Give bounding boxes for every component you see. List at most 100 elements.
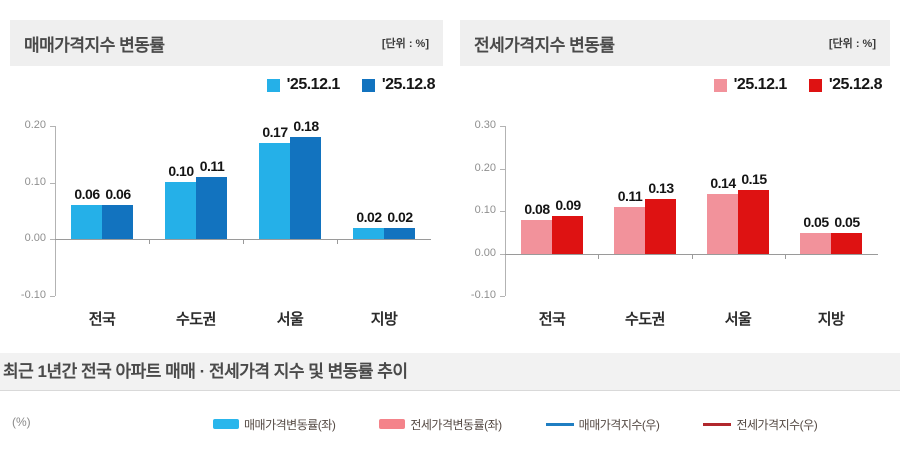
bar-value-label: 0.18	[293, 118, 319, 134]
bar-'25.12.8-서울	[738, 190, 769, 254]
jeonse-chart-header: 전세가격지수 변동률 [단위 : %]	[460, 20, 890, 66]
legend-item: '25.12.8	[361, 76, 436, 94]
line-swatch-icon	[545, 422, 574, 426]
bar-'25.12.1-지방	[800, 233, 831, 254]
bar-value-label: 0.13	[648, 180, 674, 196]
bar-value-label: 0.11	[617, 188, 643, 204]
y-axis-tick	[500, 254, 505, 255]
sale-price-chart-panel: 매매가격지수 변동률 [단위 : %] '25.12.1 '25.12.8 0.2…	[10, 20, 443, 350]
y-axis-tick-label: 0.20	[474, 162, 496, 174]
x-axis-tick	[149, 239, 150, 244]
bar-value-label: 0.09	[555, 197, 581, 213]
x-category-label: 서울	[276, 311, 304, 328]
legend-item: '25.12.1	[266, 76, 341, 94]
y-axis-tick	[500, 169, 505, 170]
x-axis-tick	[692, 254, 693, 259]
sale-chart-header: 매매가격지수 변동률 [단위 : %]	[10, 20, 443, 66]
trend-legend-item: 매매가격지수(우)	[545, 416, 660, 433]
legend-label: '25.12.1	[286, 76, 341, 93]
bar-value-label: 0.11	[199, 158, 225, 174]
y-axis-tick	[50, 296, 55, 297]
bar-'25.12.8-전국	[552, 216, 583, 254]
sale-chart-title: 매매가격지수 변동률	[24, 35, 165, 55]
bar-'25.12.1-수도권	[165, 182, 196, 239]
y-axis-tick-label: 0.30	[474, 119, 496, 131]
bar-'25.12.8-지방	[831, 233, 862, 254]
trend-legend-label: 전세가격변동률(좌)	[410, 417, 502, 432]
trend-legend-label: 매매가격지수(우)	[578, 417, 660, 432]
bar-value-label: 0.05	[834, 214, 860, 230]
y-axis-tick	[50, 239, 55, 240]
trend-legend: 매매가격변동률(좌) 전세가격변동률(좌) 매매가격지수(우) 전세가격지수(우)	[213, 412, 818, 436]
x-category-label: 지방	[370, 311, 398, 328]
x-axis-tick	[785, 254, 786, 259]
y-axis-tick-label: 0.00	[24, 232, 46, 244]
y-axis-line	[505, 126, 506, 296]
x-category-label: 수도권	[625, 311, 665, 328]
legend-swatch-icon	[713, 78, 727, 92]
y-axis-tick-label: 0.10	[24, 176, 46, 188]
x-category-label: 서울	[724, 311, 752, 328]
bar-'25.12.8-서울	[290, 137, 321, 239]
y-axis-tick	[50, 126, 55, 127]
bar-swatch-icon	[213, 419, 239, 429]
bar-'25.12.8-수도권	[645, 199, 676, 254]
bar-value-label: 0.10	[168, 163, 194, 179]
x-axis-baseline	[505, 254, 878, 255]
jeonse-chart-unit-label: [단위 : %]	[828, 38, 876, 50]
trend-legend-item: 매매가격변동률(좌)	[213, 416, 336, 433]
bar-'25.12.1-수도권	[614, 207, 645, 254]
y-axis-tick	[500, 211, 505, 212]
bar-'25.12.8-지방	[384, 228, 415, 239]
y-axis-tick	[500, 296, 505, 297]
y-axis-tick	[50, 183, 55, 184]
x-axis-tick	[243, 239, 244, 244]
line-swatch-icon	[703, 422, 732, 426]
x-category-label: 전국	[538, 311, 566, 328]
legend-swatch-icon	[361, 78, 375, 92]
bar-'25.12.1-전국	[521, 220, 552, 254]
legend-item: '25.12.8	[808, 76, 883, 94]
bar-value-label: 0.06	[74, 186, 100, 202]
trend-legend-row: (%) 매매가격변동률(좌) 전세가격변동률(좌) 매매가격지수(우) 전세가격지수(…	[0, 412, 900, 436]
sale-chart-legend: '25.12.1 '25.12.8	[266, 76, 436, 94]
bar-value-label: 0.15	[741, 171, 767, 187]
jeonse-chart-legend: '25.12.1 '25.12.8	[713, 76, 883, 94]
x-category-label: 수도권	[176, 311, 216, 328]
legend-label: '25.12.8	[381, 76, 436, 93]
jeonse-chart-title: 전세가격지수 변동률	[474, 35, 615, 55]
y-axis-tick-label: 0.00	[474, 247, 496, 259]
trend-legend-label: 매매가격변동률(좌)	[244, 417, 336, 432]
bar-'25.12.8-전국	[102, 205, 133, 239]
bar-value-label: 0.05	[803, 214, 829, 230]
x-axis-tick	[598, 254, 599, 259]
y-axis-line	[55, 126, 56, 296]
bar-value-label: 0.17	[262, 124, 288, 140]
legend-item: '25.12.1	[713, 76, 788, 94]
trend-legend-item: 전세가격변동률(좌)	[379, 416, 502, 433]
y-axis-tick	[500, 126, 505, 127]
y-axis-tick-label: -0.10	[470, 289, 496, 301]
bar-'25.12.8-수도권	[196, 177, 227, 239]
jeonse-price-chart-panel: 전세가격지수 변동률 [단위 : %] '25.12.1 '25.12.8 0.3…	[460, 20, 890, 350]
y-axis-tick-label: 0.10	[474, 204, 496, 216]
bar-value-label: 0.14	[710, 175, 736, 191]
legend-label: '25.12.1	[733, 76, 788, 93]
y-axis-tick-label: -0.10	[20, 289, 46, 301]
legend-label: '25.12.8	[828, 76, 883, 93]
bar-'25.12.1-전국	[71, 205, 102, 239]
x-category-label: 지방	[817, 311, 845, 328]
trend-section-title: 최근 1년간 전국 아파트 매매 · 전세가격 지수 및 변동률 추이	[0, 353, 900, 391]
x-category-label: 전국	[88, 311, 116, 328]
legend-swatch-icon	[266, 78, 280, 92]
y-axis-tick-label: 0.20	[24, 119, 46, 131]
bar-value-label: 0.06	[105, 186, 131, 202]
bar-'25.12.1-지방	[353, 228, 384, 239]
sale-chart-unit-label: [단위 : %]	[381, 38, 429, 50]
trend-legend-label: 전세가격지수(우)	[736, 417, 818, 432]
x-axis-tick	[337, 239, 338, 244]
bar-value-label: 0.02	[387, 209, 413, 225]
legend-swatch-icon	[808, 78, 822, 92]
bar-value-label: 0.02	[356, 209, 382, 225]
bar-'25.12.1-서울	[707, 194, 738, 254]
